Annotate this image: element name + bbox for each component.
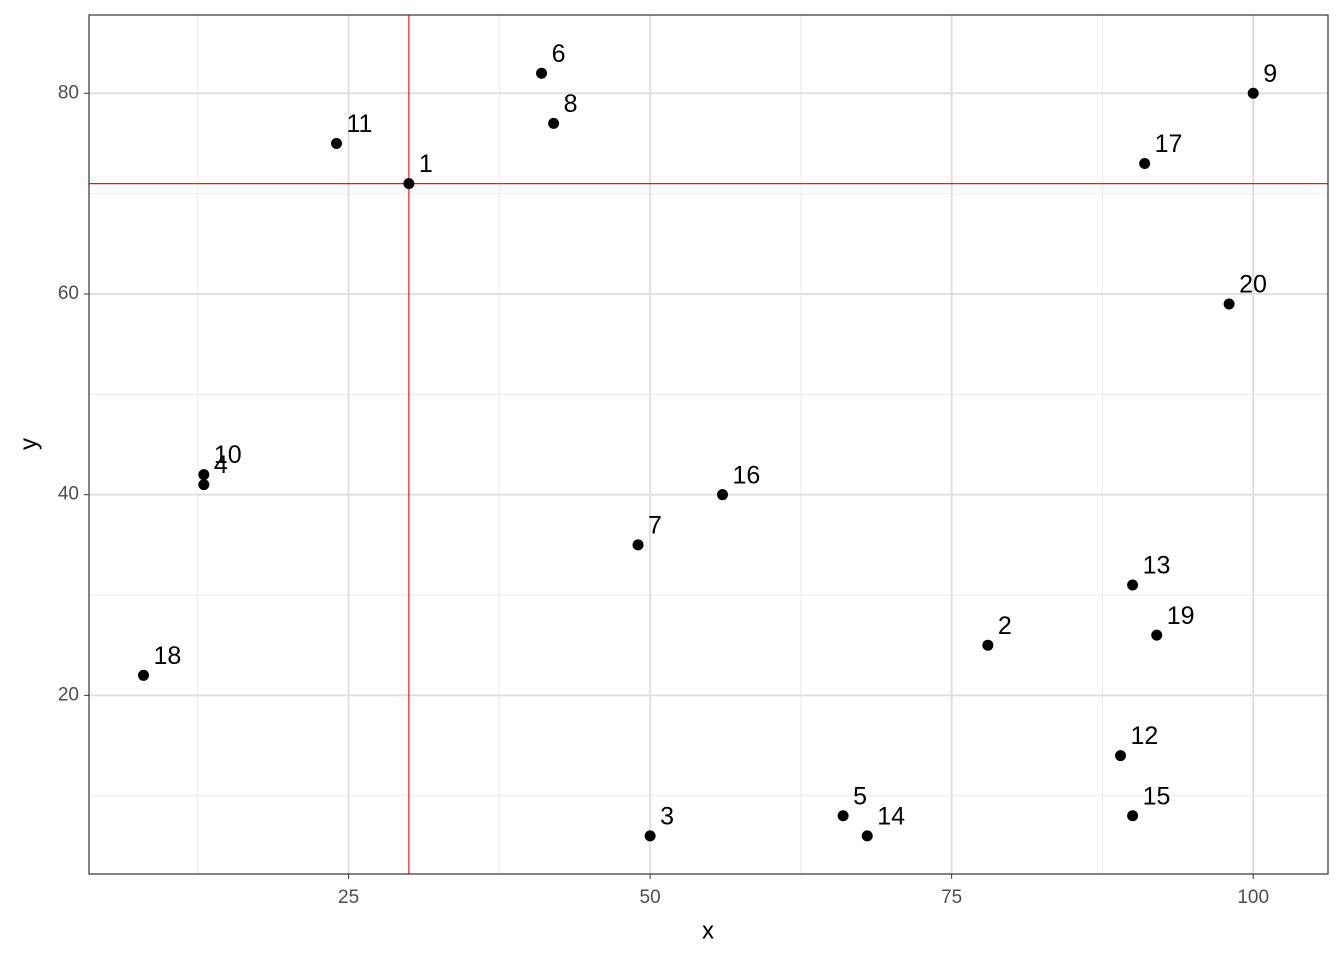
x-tick-label: 100 <box>1237 887 1269 908</box>
point <box>1223 298 1235 310</box>
point <box>403 178 415 190</box>
y-tick-label: 60 <box>58 283 79 304</box>
point-label: 11 <box>347 110 373 138</box>
point-label: 2 <box>998 612 1012 640</box>
point-label: 18 <box>154 642 182 670</box>
point-label: 3 <box>660 802 674 830</box>
y-tick-label: 80 <box>58 82 79 103</box>
point <box>861 830 873 842</box>
point-label: 7 <box>648 511 662 539</box>
y-tick-label: 40 <box>58 484 79 505</box>
point <box>536 67 548 79</box>
point-label: 6 <box>552 40 566 68</box>
point-label: 16 <box>732 461 760 489</box>
point-label: 12 <box>1131 722 1159 750</box>
point <box>982 639 994 651</box>
x-tick-label: 50 <box>640 887 661 908</box>
point-label: 17 <box>1155 130 1183 158</box>
point <box>331 137 343 149</box>
grid <box>89 15 1328 874</box>
point-label: 14 <box>877 802 905 830</box>
point-label: 19 <box>1167 602 1195 630</box>
point-label: 15 <box>1143 782 1171 810</box>
point <box>1115 750 1127 762</box>
point <box>716 489 728 501</box>
x-tick-label: 25 <box>338 887 359 908</box>
point <box>632 539 644 551</box>
point-label: 4 <box>214 451 228 479</box>
point <box>548 117 560 129</box>
point <box>644 830 656 842</box>
point <box>138 669 150 681</box>
point <box>1127 579 1139 591</box>
point-label: 9 <box>1263 60 1277 88</box>
point <box>1151 629 1163 641</box>
point-label: 10 <box>214 441 242 469</box>
x-tick-label: 75 <box>941 887 962 908</box>
point-label: 13 <box>1143 552 1171 580</box>
panel-border <box>88 14 1329 875</box>
point <box>837 810 849 822</box>
point-label: 8 <box>564 90 578 118</box>
point-label: 5 <box>853 782 867 810</box>
point <box>198 479 210 491</box>
point <box>198 469 210 481</box>
x-axis-title: x <box>702 917 714 944</box>
point-label: 1 <box>419 150 433 178</box>
y-axis-title: y <box>15 438 42 450</box>
point <box>1247 87 1259 99</box>
y-tick-label: 20 <box>58 684 79 705</box>
point-label: 20 <box>1239 271 1267 299</box>
point <box>1139 158 1151 170</box>
point <box>1127 810 1139 822</box>
